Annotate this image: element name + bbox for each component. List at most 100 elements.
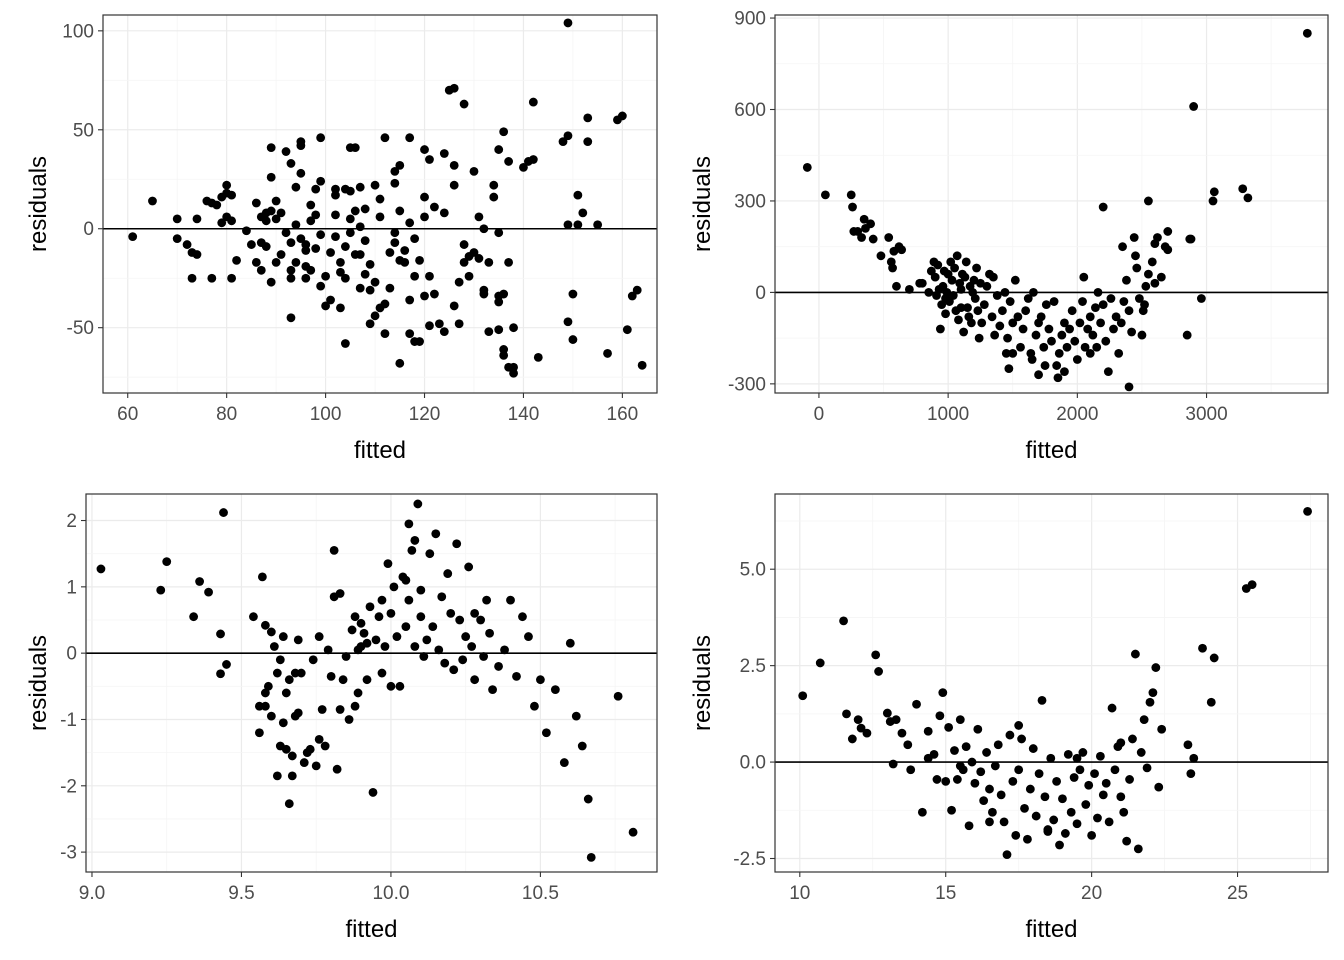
data-point (976, 767, 986, 777)
data-point (260, 701, 270, 711)
data-point (1151, 663, 1161, 672)
data-point (1189, 102, 1199, 111)
data-point (1243, 193, 1253, 203)
data-point (311, 244, 321, 253)
residuals-vs-fitted-panel-2: 0 1000 2000 3000 -300 0 300 600 900 fitted resid… (689, 9, 1329, 464)
x-tick-label: 80 (216, 404, 237, 425)
data-point (368, 788, 378, 797)
data-point (1110, 765, 1120, 775)
data-point (964, 821, 974, 831)
y-tick-label: -300 (728, 374, 766, 395)
data-point (232, 256, 241, 265)
y-tick-label: -2 (60, 776, 77, 797)
data-point (454, 277, 464, 287)
data-point (1023, 294, 1033, 303)
data-point (464, 562, 474, 572)
x-tick-label: 140 (508, 404, 540, 425)
data-point (207, 273, 217, 283)
data-point (1027, 355, 1037, 364)
y-axis-title: residuals (689, 635, 716, 731)
data-point (434, 645, 444, 655)
data-point (979, 796, 989, 806)
data-point (568, 289, 578, 299)
data-point (148, 196, 157, 206)
data-point (308, 655, 318, 665)
data-point (1186, 769, 1196, 779)
data-point (335, 705, 345, 714)
data-point (1150, 278, 1160, 288)
data-point (189, 612, 199, 622)
data-point (1011, 830, 1021, 840)
data-point (162, 557, 172, 567)
data-point (390, 238, 400, 247)
data-point (1196, 294, 1206, 303)
data-point (314, 734, 324, 744)
data-point (488, 685, 497, 695)
data-point (227, 190, 237, 200)
data-point (246, 240, 256, 249)
data-point (499, 127, 509, 137)
residuals-vs-fitted-panel-3: 9.0 9.5 10.0 10.5 -3 -2 -1 0 1 2 fitted residuals (25, 493, 658, 943)
data-point (420, 192, 429, 202)
data-point (291, 182, 301, 192)
data-point (302, 748, 312, 758)
data-point (365, 319, 375, 329)
data-point (345, 186, 355, 196)
data-point (1005, 297, 1015, 306)
data-point (355, 222, 365, 232)
data-point (932, 775, 942, 784)
data-point (425, 321, 434, 331)
data-point (1008, 776, 1018, 786)
data-point (400, 246, 410, 255)
data-point (326, 295, 335, 305)
data-point (474, 212, 484, 222)
data-point (1163, 245, 1173, 255)
data-point (321, 301, 330, 311)
data-point (563, 18, 573, 28)
data-point (1139, 715, 1149, 725)
data-point (536, 675, 545, 685)
data-point (266, 206, 276, 216)
data-point (459, 99, 469, 109)
data-point (316, 281, 326, 291)
data-point (430, 202, 439, 212)
panel-border (774, 14, 1329, 394)
axis-ticks: 10 15 20 25 -2.5 0.0 2.5 5.0 (733, 560, 1248, 904)
data-point (383, 559, 393, 569)
data-point (344, 715, 354, 724)
data-point (449, 180, 459, 190)
data-point (172, 234, 182, 244)
data-point (1095, 751, 1105, 761)
data-point (413, 499, 423, 509)
data-point (389, 582, 399, 592)
x-tick-label: 20 (1081, 883, 1102, 904)
axis-ticks: 60 80 100 120 140 160 -50 0 50 100 (62, 21, 638, 425)
data-point (281, 688, 291, 698)
data-point (422, 635, 432, 645)
data-point (504, 157, 514, 166)
panel-border (102, 14, 658, 394)
data-point (1154, 782, 1164, 792)
data-point (355, 250, 365, 259)
data-point (917, 278, 927, 288)
data-point (415, 337, 424, 346)
data-point (856, 723, 866, 733)
data-point (1014, 765, 1024, 775)
data-point (1078, 748, 1088, 757)
data-point (287, 771, 297, 781)
data-point (530, 701, 539, 711)
data-point (458, 655, 468, 665)
data-point (1001, 348, 1011, 358)
data-points (96, 499, 638, 862)
data-point (380, 642, 390, 651)
data-point (338, 675, 348, 685)
data-point (862, 728, 872, 738)
data-point (1034, 769, 1044, 779)
data-point (990, 761, 1000, 771)
data-point (628, 827, 638, 837)
data-point (449, 665, 459, 675)
data-point (593, 220, 603, 230)
data-point (1087, 830, 1097, 840)
data-point (380, 133, 390, 143)
data-point (1075, 318, 1085, 328)
